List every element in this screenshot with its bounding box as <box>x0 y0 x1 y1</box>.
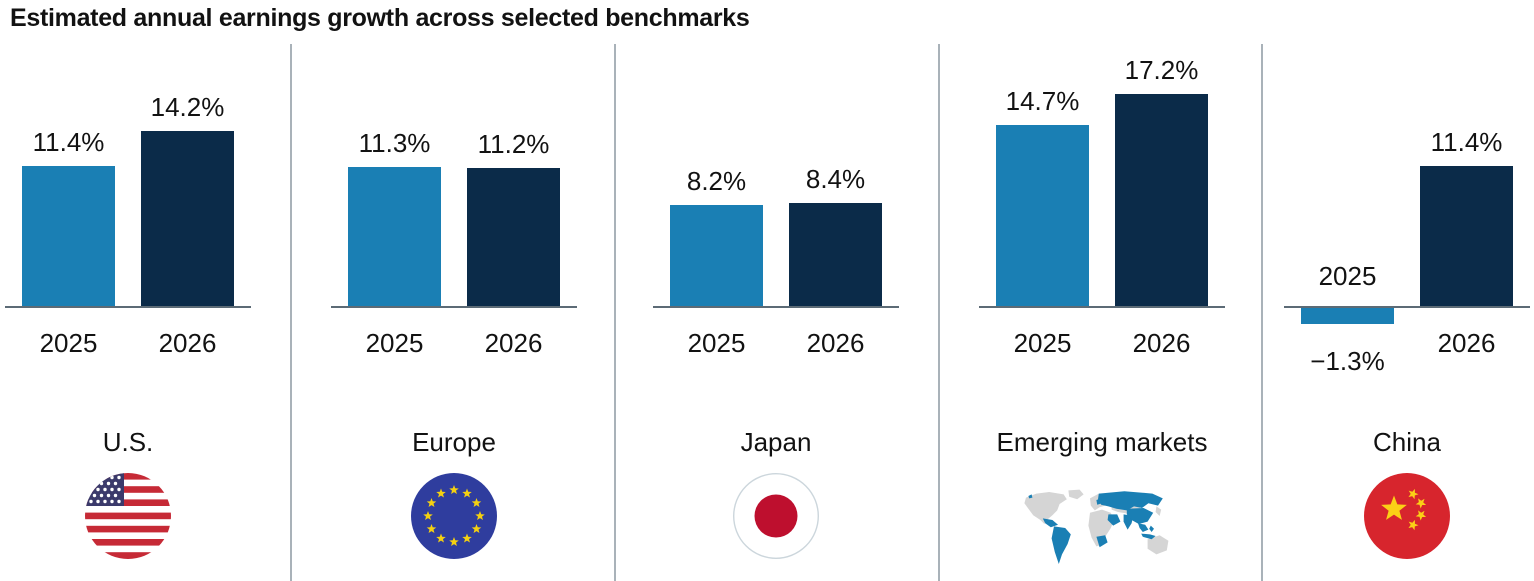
panel-europe: 11.3% 2025 11.2% 2026 Europe <box>291 44 615 581</box>
bar-column-2026: 8.4% 2026 <box>789 44 882 358</box>
bar-value-label: 8.4% <box>805 163 866 194</box>
bar-chart-europe: 11.3% 2025 11.2% 2026 <box>331 44 577 358</box>
panel-china: −1.3% 2025 11.4% 2026 China <box>1262 44 1534 581</box>
bar-2025: 11.4% <box>22 127 115 306</box>
panel-divider <box>938 44 940 581</box>
panel-divider <box>290 44 292 581</box>
year-axis-label: 2026 <box>806 328 865 358</box>
panel-footer: Japan <box>653 44 899 581</box>
bar-value-label: 11.4% <box>32 126 105 157</box>
bar-value-label: 17.2% <box>1124 55 1199 86</box>
region-label: Emerging markets <box>996 427 1208 457</box>
bar-2026: 8.4% <box>789 164 882 306</box>
bar-chart-china: −1.3% 2025 11.4% 2026 <box>1284 44 1530 376</box>
region-label: U.S. <box>102 427 154 457</box>
bar-2026: 11.2% <box>467 129 560 306</box>
panel-footer: Emerging markets <box>979 44 1225 581</box>
bar-2026: 17.2% <box>1115 55 1208 306</box>
bar-value-label: 11.4% <box>1430 126 1503 157</box>
bar-chart-japan: 8.2% 2025 8.4% 2026 <box>653 44 899 358</box>
year-axis-label: 2026 <box>158 328 217 358</box>
china-flag-icon <box>1364 473 1450 559</box>
year-axis-label: 2025 <box>39 328 98 358</box>
year-axis-label: 2025 <box>1013 328 1072 358</box>
panel-japan: 8.2% 2025 8.4% 2026 Japan <box>615 44 939 581</box>
panel-divider <box>1261 44 1263 581</box>
x-axis-line <box>979 306 1225 308</box>
bar-column-2025: 8.2% 2025 <box>670 44 763 358</box>
year-axis-label: 2025 <box>687 328 746 358</box>
us-flag-icon <box>85 473 171 559</box>
region-label: Europe <box>412 427 496 457</box>
year-axis-label: 2025 <box>1318 261 1377 291</box>
bar-value-label: 11.2% <box>477 129 550 160</box>
bar-column-2026: 17.2% 2026 <box>1115 44 1208 358</box>
bar-column-2026: 11.4% 2026 <box>1420 44 1513 358</box>
panel-emerging-markets: 14.7% 2025 17.2% 2026 Emerging markets <box>939 44 1262 581</box>
bar-2026: 14.2% <box>141 92 234 306</box>
year-axis-label: 2026 <box>1437 328 1496 358</box>
year-axis-label: 2026 <box>484 328 543 358</box>
bar-value-label: 14.7% <box>1005 86 1080 117</box>
bar-value-label: 14.2% <box>150 92 225 123</box>
x-axis-line <box>331 306 577 308</box>
bar-value-label: 11.3% <box>358 128 431 159</box>
japan-flag-icon <box>733 473 819 559</box>
bar-2025: 11.3% <box>348 128 441 306</box>
bar-2025: −1.3% <box>1301 308 1394 376</box>
bar-2025: 14.7% <box>996 86 1089 306</box>
bar-chart-emerging-markets: 14.7% 2025 17.2% 2026 <box>979 44 1225 358</box>
bar-column-2026: 11.2% 2026 <box>467 44 560 358</box>
bar-value-label: 8.2% <box>686 166 747 197</box>
panel-footer: China <box>1284 44 1530 581</box>
bar-column-2025: 14.7% 2025 <box>996 44 1089 358</box>
bar-2026: 11.4% <box>1420 127 1513 306</box>
panel-divider <box>614 44 616 581</box>
panel-footer: U.S. <box>5 44 251 581</box>
region-label: Japan <box>740 427 812 457</box>
bar-chart-us: 11.4% 2025 14.2% 2026 <box>5 44 251 358</box>
world-map-icon <box>1022 488 1182 568</box>
chart-title: Estimated annual earnings growth across … <box>10 4 750 32</box>
bar-value-label: −1.3% <box>1310 345 1385 376</box>
bar-column-2026: 14.2% 2026 <box>141 44 234 358</box>
bar-column-2025: −1.3% 2025 <box>1301 44 1394 376</box>
region-label: China <box>1373 427 1441 457</box>
x-axis-line <box>1284 306 1530 308</box>
year-axis-label: 2025 <box>365 328 424 358</box>
year-axis-label: 2026 <box>1132 328 1191 358</box>
panel-us: 11.4% 2025 14.2% 2026 U.S. <box>0 44 291 581</box>
bar-2025: 8.2% <box>670 166 763 306</box>
bar-column-2025: 11.4% 2025 <box>22 44 115 358</box>
eu-flag-icon <box>411 473 497 559</box>
panel-footer: Europe <box>331 44 577 581</box>
x-axis-line <box>5 306 251 308</box>
x-axis-line <box>653 306 899 308</box>
bar-column-2025: 11.3% 2025 <box>348 44 441 358</box>
